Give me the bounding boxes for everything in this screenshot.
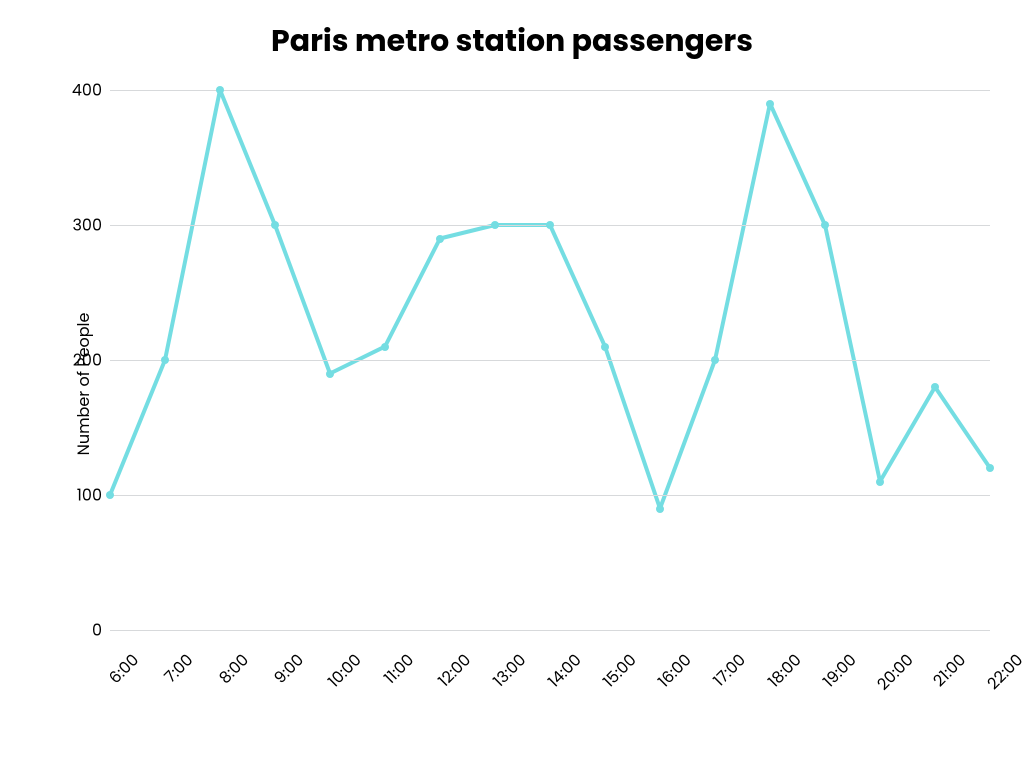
y-tick-label: 100 [62, 483, 102, 508]
x-tick-label: 20:00 [871, 648, 919, 696]
x-tick-label: 14:00 [542, 648, 587, 693]
x-tick-label: 11:00 [378, 648, 420, 690]
gridline [110, 90, 990, 91]
x-tick-label: 6:00 [103, 648, 144, 689]
data-point [381, 343, 389, 351]
data-point [986, 464, 994, 472]
y-axis-label: Number of People [71, 313, 96, 456]
x-tick-label: 12:00 [432, 648, 476, 692]
y-tick-label: 300 [62, 213, 102, 238]
data-point [711, 356, 719, 364]
gridline [110, 630, 990, 631]
data-point [876, 478, 884, 486]
x-tick-label: 16:00 [652, 648, 697, 693]
data-point [271, 221, 279, 229]
data-point [656, 505, 664, 513]
x-tick-label: 9:00 [268, 648, 309, 689]
x-tick-label: 18:00 [762, 648, 807, 693]
x-tick-label: 21:00 [927, 648, 971, 692]
x-tick-label: 13:00 [487, 648, 532, 693]
y-tick-label: 0 [62, 618, 102, 643]
gridline [110, 495, 990, 496]
data-point [546, 221, 554, 229]
data-point [326, 370, 334, 378]
y-tick-label: 200 [62, 348, 102, 373]
x-tick-label: 10:00 [322, 648, 367, 693]
y-tick-label: 400 [62, 78, 102, 103]
data-point [436, 235, 444, 243]
data-point [931, 383, 939, 391]
x-tick-label: 19:00 [817, 648, 862, 693]
x-tick-label: 15:00 [597, 648, 642, 693]
chart-title: Paris metro station passengers [0, 18, 1024, 64]
data-point [601, 343, 609, 351]
chart-container: Paris metro station passengers Number of… [0, 0, 1024, 768]
x-tick-label: 8:00 [213, 648, 254, 689]
data-point [161, 356, 169, 364]
line-path [110, 90, 990, 509]
gridline [110, 360, 990, 361]
data-point [766, 100, 774, 108]
x-tick-label: 7:00 [158, 648, 198, 688]
data-point [216, 86, 224, 94]
data-point [106, 491, 114, 499]
data-point [821, 221, 829, 229]
data-point [491, 221, 499, 229]
x-tick-label: 17:00 [707, 648, 751, 692]
plot-area: 01002003004006:007:008:009:0010:0011:001… [110, 90, 990, 630]
x-tick-label: 22:00 [981, 648, 1024, 695]
